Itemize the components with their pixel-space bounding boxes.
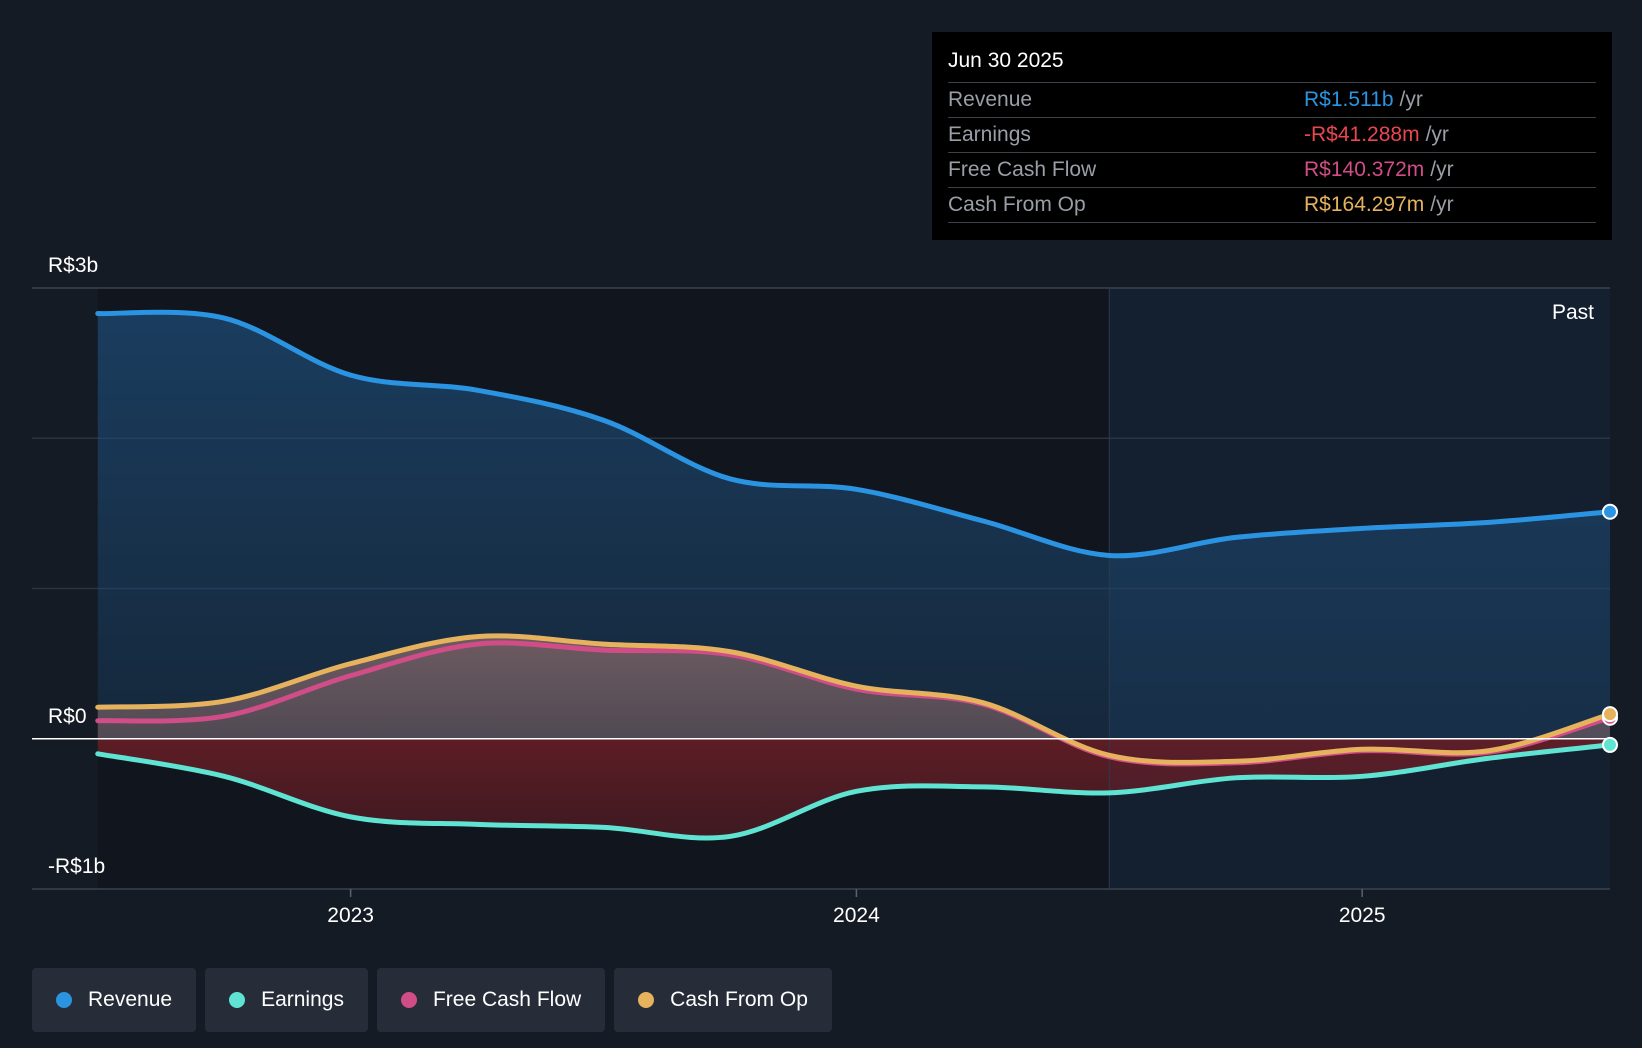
endpoint-marker-revenue [1602, 503, 1618, 520]
tooltip-row-free-cash-flow: Free Cash Flow R$140.372m/yr [948, 153, 1596, 188]
tooltip-date: Jun 30 2025 [948, 46, 1596, 83]
tooltip-row-revenue: Revenue R$1.511b/yr [948, 83, 1596, 118]
x-tick-label: 2024 [833, 904, 880, 927]
x-tick-label: 2023 [327, 904, 374, 927]
x-axis: 2023 2024 2025 [327, 889, 1386, 927]
endpoint-marker-cash-from-op [1602, 706, 1618, 723]
legend-label: Cash From Op [670, 988, 808, 1011]
tooltip-value: R$164.297m [1304, 193, 1425, 216]
series-lines [95, 309, 1613, 841]
revenue-area [97, 312, 1610, 739]
legend-item-revenue[interactable]: Revenue [32, 968, 197, 1032]
tooltip-value-wrap: R$1.511b/yr [1304, 83, 1423, 117]
legend-dot-icon [56, 992, 72, 1008]
legend-item-free-cash-flow[interactable]: Free Cash Flow [376, 968, 606, 1032]
tooltip-label: Revenue [948, 88, 1033, 111]
tooltip-unit: /yr [1430, 193, 1454, 216]
tooltip-value-wrap: -R$41.288m/yr [1304, 118, 1449, 152]
legend-label: Earnings [261, 988, 344, 1011]
tooltip-value: R$1.511b [1304, 88, 1394, 111]
endpoint-marker-earnings [1602, 736, 1618, 753]
tooltip-unit: /yr [1399, 88, 1423, 111]
tooltip: Jun 30 2025 Revenue R$1.511b/yr Earnings… [932, 32, 1612, 240]
x-tick-label: 2025 [1339, 904, 1386, 927]
y-axis-labels: R$3b R$0 -R$1b [48, 254, 105, 878]
legend-label: Revenue [88, 988, 173, 1011]
series-line-earnings [95, 742, 1613, 841]
y-axis-label: R$0 [48, 705, 87, 728]
legend-dot-icon [638, 992, 655, 1008]
series-line-revenue [95, 309, 1613, 559]
tooltip-unit: /yr [1425, 123, 1449, 146]
legend-item-earnings[interactable]: Earnings [205, 968, 368, 1032]
legend: Revenue Earnings Free Cash Flow Cash Fro… [32, 968, 832, 1032]
y-axis-label: -R$1b [48, 855, 105, 878]
y-axis-label: R$3b [48, 254, 98, 277]
legend-dot-icon [229, 992, 246, 1008]
legend-dot-icon [400, 992, 417, 1008]
past-label: Past [1552, 301, 1594, 324]
tooltip-row-earnings: Earnings -R$41.288m/yr [948, 118, 1596, 153]
legend-label: Free Cash Flow [432, 988, 582, 1011]
tooltip-value: R$140.372m [1304, 158, 1425, 181]
tooltip-label: Free Cash Flow [948, 158, 1097, 181]
tooltip-label: Cash From Op [948, 193, 1086, 216]
tooltip-value-wrap: R$140.372m/yr [1304, 153, 1454, 187]
tooltip-value: -R$41.288m [1304, 123, 1420, 146]
tooltip-label: Earnings [948, 123, 1031, 146]
tooltip-unit: /yr [1430, 158, 1454, 181]
tooltip-row-cash-from-op: Cash From Op R$164.297m/yr [948, 188, 1596, 223]
legend-item-cash-from-op[interactable]: Cash From Op [614, 968, 832, 1032]
series-endpoints [1602, 503, 1618, 753]
tooltip-value-wrap: R$164.297m/yr [1304, 188, 1454, 222]
series-line-cash-from-op [95, 633, 1613, 765]
